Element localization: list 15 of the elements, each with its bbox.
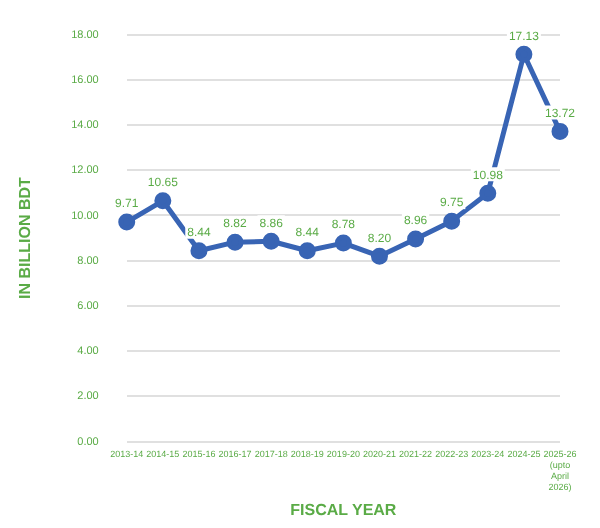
point [118, 213, 136, 231]
point [334, 234, 352, 252]
point [298, 242, 316, 260]
point [370, 247, 388, 265]
x-axis-title: FISCAL YEAR [290, 500, 397, 519]
point [551, 122, 569, 140]
point [479, 184, 497, 202]
point [226, 233, 244, 251]
point [443, 212, 461, 230]
point [262, 232, 280, 250]
point [515, 45, 533, 63]
y-axis-title: IN BILLION BDT [16, 177, 35, 299]
point [407, 230, 425, 248]
point [154, 192, 172, 210]
point [190, 242, 208, 260]
